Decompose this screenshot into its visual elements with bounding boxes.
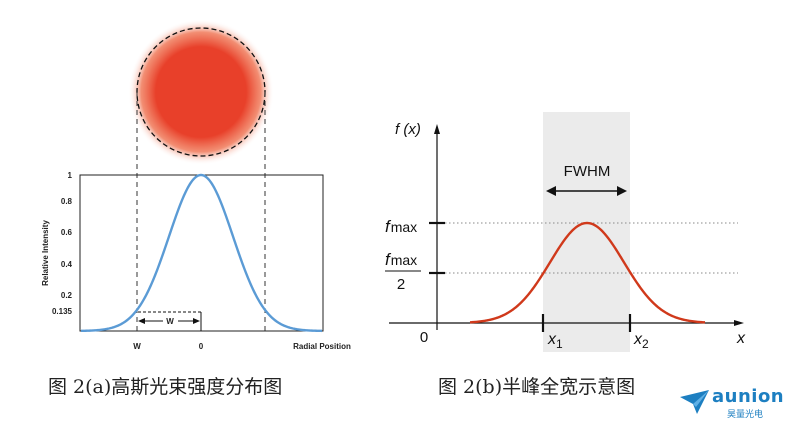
half-max-denominator: 2 bbox=[397, 276, 405, 293]
caption-right: 图 2(b)半峰全宽示意图 bbox=[438, 376, 636, 398]
caption-left: 图 2(a)高斯光束强度分布图 bbox=[48, 376, 283, 398]
logo-subtitle: 昊量光电 bbox=[727, 410, 764, 420]
y-tick-0-4: 0.4 bbox=[61, 260, 73, 269]
gaussian-curve bbox=[80, 173, 323, 333]
y-tick-0-2: 0.2 bbox=[61, 291, 73, 300]
fmax-label: fmax bbox=[385, 217, 417, 236]
x-axis-arrow bbox=[734, 320, 744, 326]
x-tick-w: W bbox=[133, 342, 141, 351]
beam-spot bbox=[128, 19, 274, 165]
fwhm-label: FWHM bbox=[564, 163, 611, 180]
plot-frame bbox=[79, 174, 324, 332]
gaussian-beam-diagram: 1 0.8 0.6 0.4 0.2 0.135 Relative Intensi… bbox=[41, 19, 351, 351]
fwhm-arrow bbox=[546, 186, 627, 196]
y-axis-label: Relative Intensity bbox=[41, 220, 50, 286]
distribution-curve bbox=[469, 221, 706, 324]
y-tick-0-8: 0.8 bbox=[61, 197, 73, 206]
fwhm-diagram: FWHM f (x) fmax fmax 2 0 x1 x2 x bbox=[385, 112, 746, 352]
x-axis-label: Radial Position bbox=[293, 342, 351, 351]
half-max-numerator: fmax bbox=[385, 250, 417, 269]
y-axis-arrow bbox=[434, 124, 440, 134]
y-tick-1: 1 bbox=[68, 171, 73, 180]
fx-axis-label: f (x) bbox=[395, 121, 421, 138]
x-tick-0: 0 bbox=[199, 342, 204, 351]
x2-label: x2 bbox=[633, 331, 649, 351]
logo-wordmark: aunion bbox=[712, 386, 785, 407]
x1-label: x1 bbox=[547, 331, 563, 351]
paper-plane-icon bbox=[680, 390, 709, 414]
w-dimension: W bbox=[138, 311, 202, 331]
origin-label: 0 bbox=[420, 329, 428, 346]
w-dimension-label: W bbox=[166, 317, 174, 326]
fwhm-band bbox=[543, 112, 630, 352]
y-tick-0-6: 0.6 bbox=[61, 228, 73, 237]
x-axis-label-right: x bbox=[736, 330, 746, 347]
y-tick-0-135: 0.135 bbox=[52, 307, 73, 316]
aunion-logo[interactable]: aunion 昊量光电 bbox=[680, 385, 784, 421]
